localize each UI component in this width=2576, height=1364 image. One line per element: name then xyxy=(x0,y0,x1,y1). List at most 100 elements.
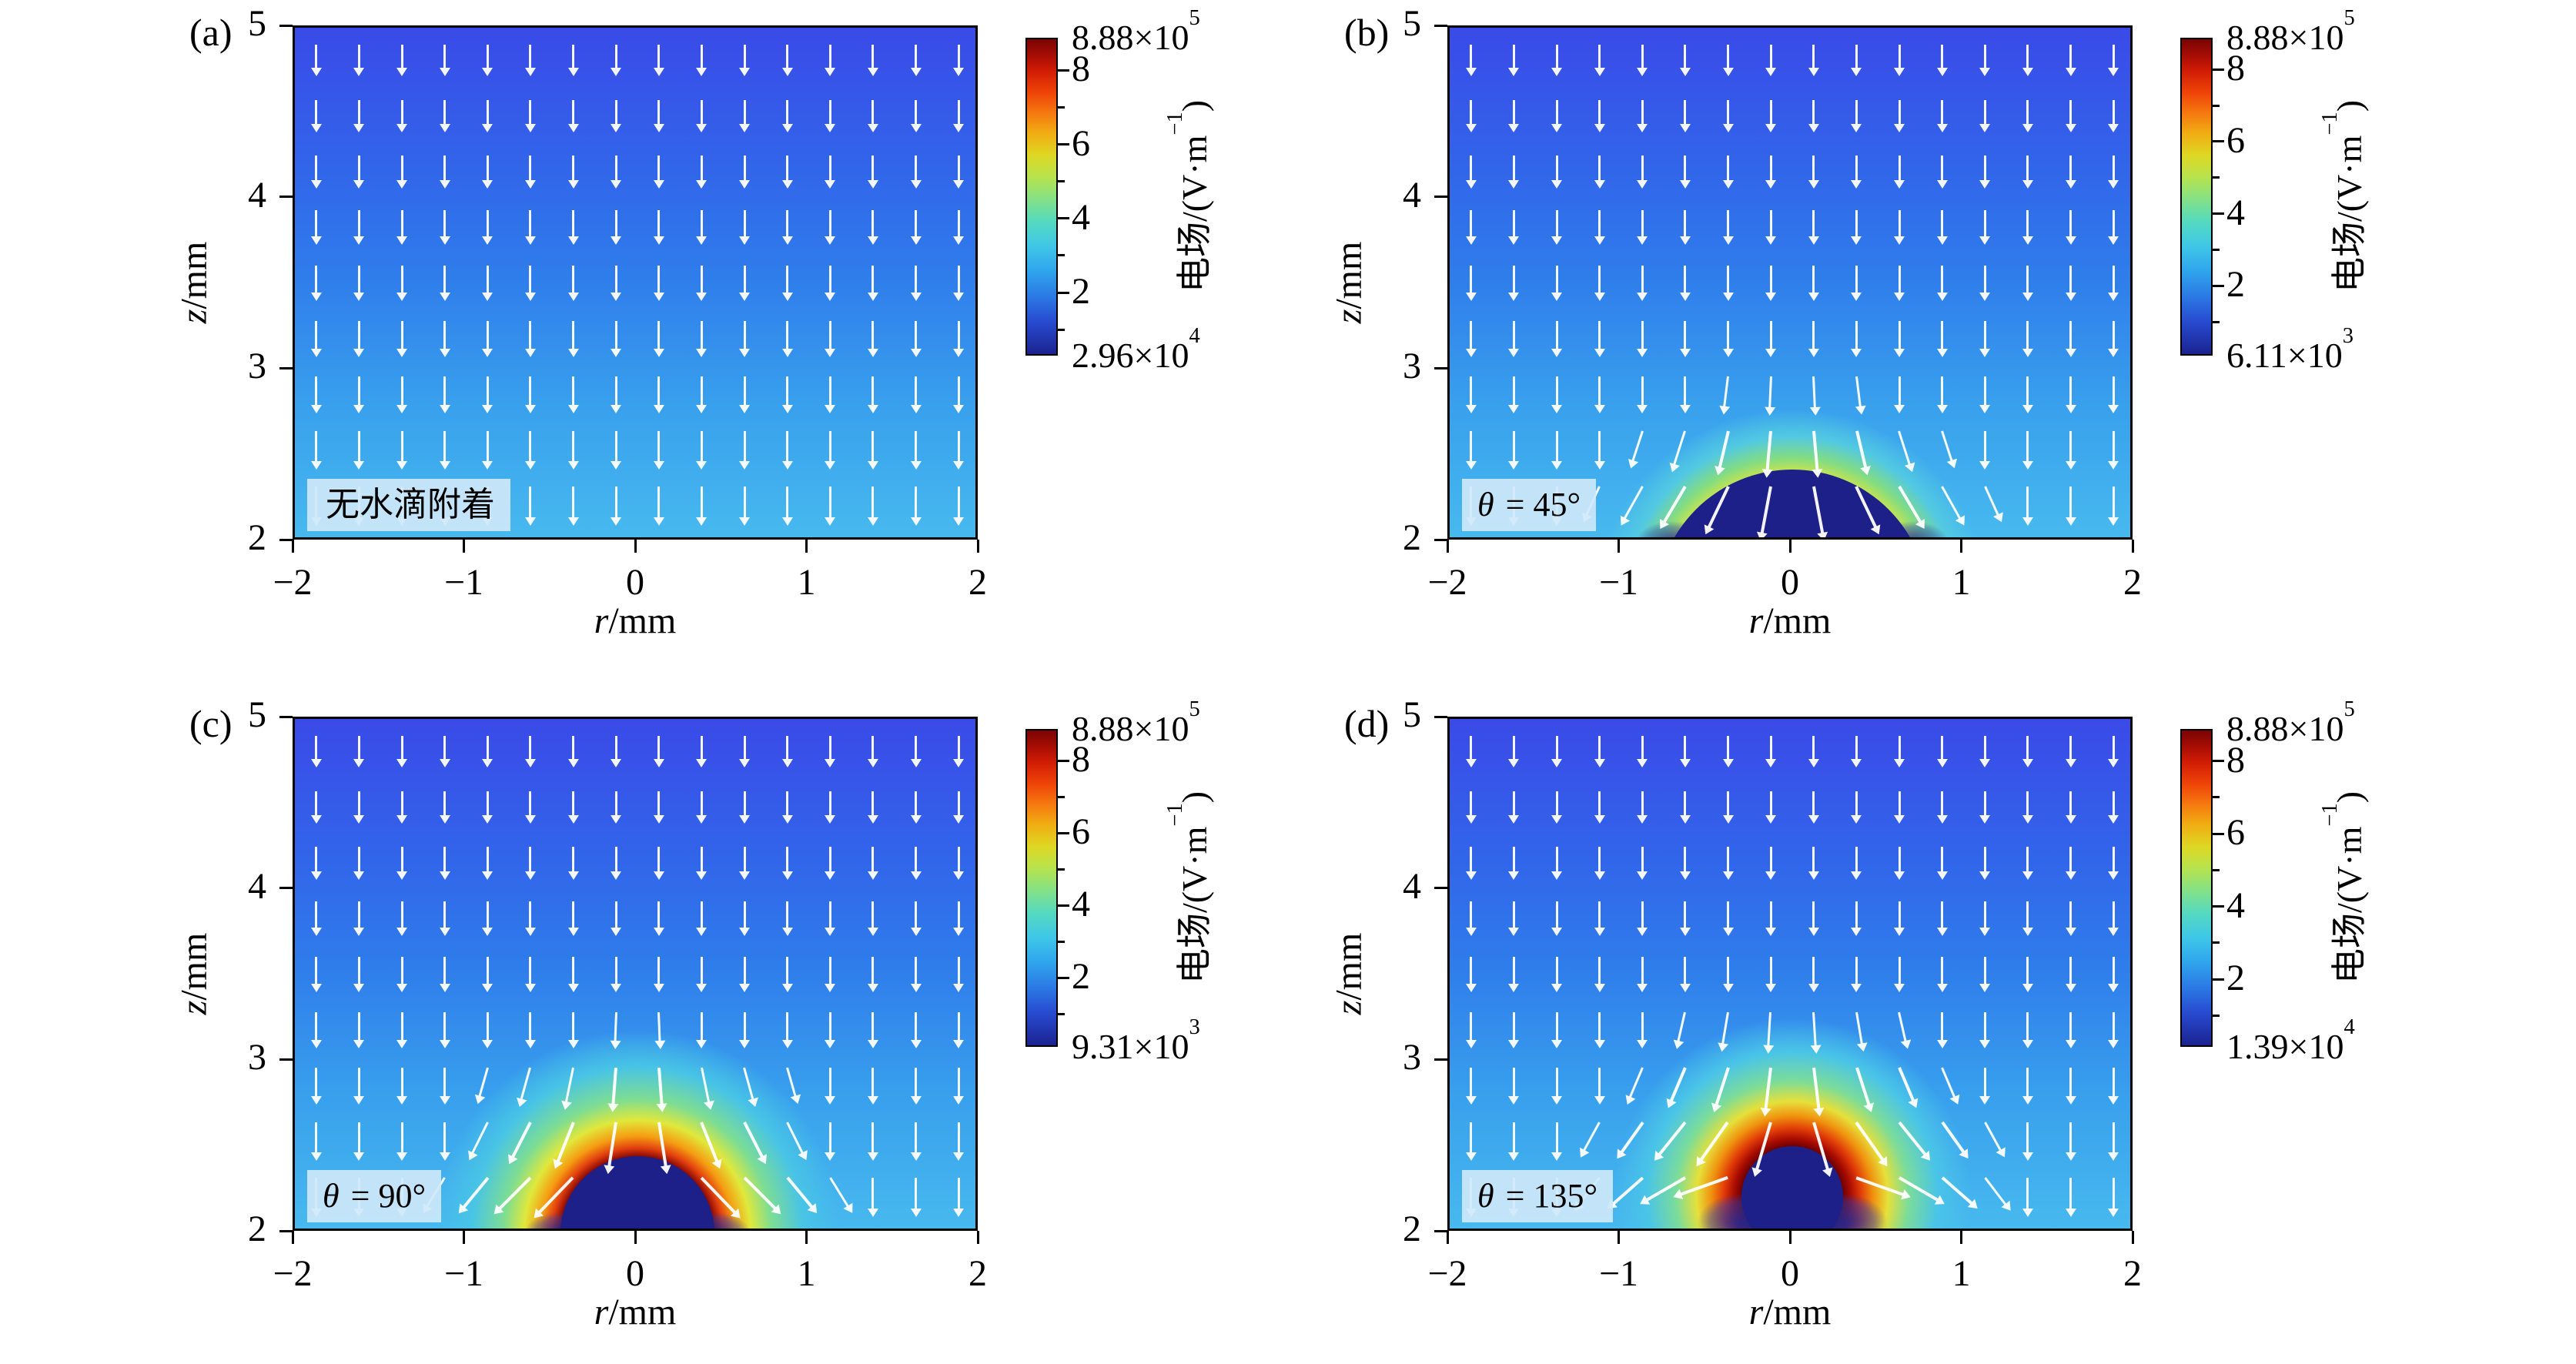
field-arrow xyxy=(400,1122,403,1154)
field-arrow xyxy=(915,736,918,761)
field-arrow xyxy=(2026,266,2029,294)
field-arrow xyxy=(486,266,489,294)
field-arrow xyxy=(2069,99,2073,125)
x-tick-label: −1 xyxy=(1598,562,1639,603)
field-arrow xyxy=(828,155,831,182)
field-arrow xyxy=(1812,99,1815,125)
field-arrow xyxy=(1898,99,1901,125)
field-arrow xyxy=(572,957,575,985)
field-arrow xyxy=(315,320,318,350)
field-arrow xyxy=(1555,846,1558,873)
colorbar-tick xyxy=(2213,68,2224,71)
field-arrow xyxy=(443,901,447,929)
colorbar-tick-label: 8 xyxy=(2226,739,2245,781)
colorbar-tick-label: 4 xyxy=(1072,196,1090,238)
x-tick xyxy=(1960,540,1962,553)
y-tick-label: 3 xyxy=(1403,1037,1421,1078)
field-arrow xyxy=(2026,155,2029,182)
field-arrow xyxy=(1769,901,1772,929)
field-arrow xyxy=(915,431,918,463)
field-arrow xyxy=(1855,320,1858,350)
field-arrow xyxy=(1855,266,1858,294)
field-arrow xyxy=(657,791,661,817)
field-arrow xyxy=(486,431,489,463)
field-arrow xyxy=(786,210,789,238)
field-arrow xyxy=(1555,1011,1558,1041)
field-arrow xyxy=(400,901,403,929)
field-arrow xyxy=(871,1178,875,1210)
field-arrow xyxy=(572,486,575,519)
colorbar-tick xyxy=(1058,759,1069,762)
field-arrow xyxy=(486,846,489,873)
colorbar-minor-tick xyxy=(1058,868,1065,871)
field-arrow xyxy=(700,1011,703,1041)
field-arrow xyxy=(529,846,532,873)
field-arrow xyxy=(443,1067,447,1098)
field-arrow xyxy=(1470,1011,1473,1041)
field-arrow xyxy=(2026,901,2029,929)
y-tick-label: 5 xyxy=(248,694,266,735)
field-arrow xyxy=(529,155,532,182)
colorbar-tick xyxy=(1058,69,1069,72)
field-arrow xyxy=(315,1011,318,1041)
y-tick-label: 5 xyxy=(248,3,266,44)
field-arrow xyxy=(871,1122,875,1154)
field-arrow xyxy=(657,266,661,294)
field-arrow xyxy=(2112,957,2115,985)
field-arrow xyxy=(871,846,875,873)
x-axis-label: r/mm xyxy=(594,600,677,641)
colorbar-tick-label: 4 xyxy=(1072,884,1090,925)
field-arrow xyxy=(1598,320,1601,350)
field-arrow xyxy=(357,901,360,929)
field-arrow xyxy=(915,376,918,406)
y-tick xyxy=(1434,715,1447,718)
panel-label: (b) xyxy=(1344,11,1390,54)
field-arrow xyxy=(1812,210,1815,238)
field-arrow xyxy=(828,320,831,350)
field-arrow xyxy=(1555,266,1558,294)
x-tick xyxy=(634,540,637,553)
y-axis-label: z/mm xyxy=(173,932,215,1015)
colorbar-tick-label: 6 xyxy=(1072,811,1090,853)
field-arrow xyxy=(572,791,575,817)
field-arrow xyxy=(1598,45,1601,69)
field-arrow xyxy=(657,45,661,69)
field-arrow xyxy=(1512,155,1515,182)
y-tick xyxy=(279,196,293,199)
colorbar-tick-label: 4 xyxy=(2226,884,2245,926)
colorbar-minor-tick xyxy=(2213,1014,2220,1017)
field-arrow xyxy=(357,320,360,350)
field-arrow xyxy=(1555,1122,1558,1154)
field-arrow xyxy=(1855,210,1858,238)
field-arrow xyxy=(2069,846,2073,873)
field-arrow xyxy=(572,99,575,125)
field-arrow xyxy=(743,266,746,294)
x-tick xyxy=(291,540,294,553)
field-arrow xyxy=(700,376,703,406)
field-arrow xyxy=(614,376,617,406)
field-arrow xyxy=(400,846,403,873)
field-arrow xyxy=(2026,736,2029,761)
field-arrow xyxy=(1555,957,1558,985)
field-arrow xyxy=(443,736,447,761)
field-arrow xyxy=(1898,266,1901,294)
field-arrow xyxy=(957,155,960,182)
field-arrow xyxy=(871,791,875,817)
field-arrow xyxy=(2069,1011,2073,1041)
field-arrow xyxy=(357,431,360,463)
x-tick-label: −1 xyxy=(1598,1253,1639,1294)
colorbar-tick xyxy=(2213,212,2224,216)
field-arrow xyxy=(1641,99,1644,125)
x-tick-label: 2 xyxy=(969,562,987,603)
field-arrow xyxy=(2069,155,2073,182)
field-arrow xyxy=(614,791,617,817)
field-arrow xyxy=(315,1122,318,1154)
colorbar-tick-label: 2 xyxy=(2226,958,2245,999)
field-arrow xyxy=(1812,45,1815,69)
field-arrow xyxy=(1470,1122,1473,1154)
field-arrow xyxy=(2069,791,2073,817)
x-tick xyxy=(1788,540,1791,553)
field-arrow xyxy=(1512,791,1515,817)
field-arrow xyxy=(871,901,875,929)
field-arrow xyxy=(743,957,746,985)
